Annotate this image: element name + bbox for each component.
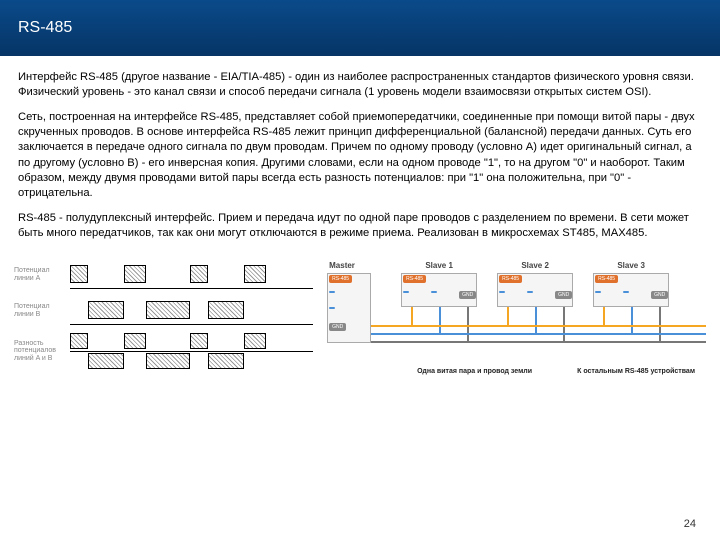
- signal-row-a: Потенциал линии A: [14, 257, 313, 293]
- signal-pulse: [146, 301, 190, 319]
- master-label: Master: [329, 261, 355, 270]
- topology-caption-2: К остальным RS-485 устройствам: [577, 368, 695, 375]
- drop-line: [659, 307, 661, 341]
- signal-pulse: [208, 353, 244, 369]
- bus-line: [371, 325, 706, 327]
- port-tag: [595, 291, 601, 293]
- port-tag: GND: [651, 291, 668, 299]
- bus-line: [371, 333, 706, 335]
- signal-label-b: Потенциал линии B: [14, 303, 70, 318]
- port-tag: GND: [329, 323, 346, 331]
- topology-caption-1: Одна витая пара и провод земли: [417, 368, 532, 375]
- drop-line: [439, 307, 441, 333]
- signal-pulse: [190, 265, 208, 283]
- signal-label-diff: Разность потенциалов линий A и B: [14, 340, 70, 363]
- slave-label: Slave 1: [401, 261, 477, 270]
- port-tag: RS-485: [329, 275, 352, 283]
- port-tag: RS-485: [595, 275, 618, 283]
- signal-pulse: [244, 333, 266, 349]
- topology-diagram: Master RS-485 GND Slave 1 RS-485 GND Slave 2 R…: [327, 257, 706, 377]
- drop-line: [507, 307, 509, 325]
- paragraph-1: Интерфейс RS-485 (другое название - EIA/…: [18, 70, 702, 100]
- signal-pulse: [124, 265, 146, 283]
- signal-track-diff: [70, 331, 313, 371]
- slave-label: Slave 3: [593, 261, 669, 270]
- signal-diagram: Потенциал линии A Потенциал линии B Разн…: [14, 257, 313, 377]
- bus-line: [371, 341, 706, 343]
- port-tag: [431, 291, 437, 293]
- signal-pulse: [70, 265, 88, 283]
- signal-row-b: Потенциал линии B: [14, 293, 313, 329]
- slide-header: RS-485: [0, 0, 720, 56]
- signal-track-a: [70, 261, 313, 289]
- signal-label-a: Потенциал линии A: [14, 267, 70, 282]
- drop-line: [563, 307, 565, 341]
- slide-body: Интерфейс RS-485 (другое название - EIA/…: [0, 56, 720, 241]
- signal-pulse: [70, 333, 88, 349]
- signal-pulse: [208, 301, 244, 319]
- port-tag: [403, 291, 409, 293]
- paragraph-3: RS-485 - полудуплексный интерфейс. Прием…: [18, 211, 702, 241]
- signal-track-b: [70, 297, 313, 325]
- signal-pulse: [88, 301, 124, 319]
- port-tag: GND: [555, 291, 572, 299]
- drop-line: [631, 307, 633, 333]
- port-tag: GND: [459, 291, 476, 299]
- signal-row-diff: Разность потенциалов линий A и B: [14, 329, 313, 373]
- signal-pulse: [124, 333, 146, 349]
- port-tag: RS-485: [499, 275, 522, 283]
- drop-line: [535, 307, 537, 333]
- signal-pulse: [190, 333, 208, 349]
- port-tag: [623, 291, 629, 293]
- port-tag: RS-485: [403, 275, 426, 283]
- port-tag: [329, 307, 335, 309]
- slave-label: Slave 2: [497, 261, 573, 270]
- port-tag: [329, 291, 335, 293]
- drop-line: [467, 307, 469, 341]
- signal-pulse: [146, 353, 190, 369]
- figures-row: Потенциал линии A Потенциал линии B Разн…: [0, 251, 720, 377]
- port-tag: [527, 291, 533, 293]
- topology-canvas: Master RS-485 GND Slave 1 RS-485 GND Slave 2 R…: [327, 257, 706, 377]
- port-tag: [499, 291, 505, 293]
- slide-title: RS-485: [18, 19, 72, 37]
- drop-line: [411, 307, 413, 325]
- drop-line: [603, 307, 605, 325]
- signal-pulse: [244, 265, 266, 283]
- signal-pulse: [88, 353, 124, 369]
- paragraph-2: Сеть, построенная на интерфейсе RS-485, …: [18, 110, 702, 201]
- page-number: 24: [684, 518, 696, 530]
- signal-midline: [70, 351, 313, 352]
